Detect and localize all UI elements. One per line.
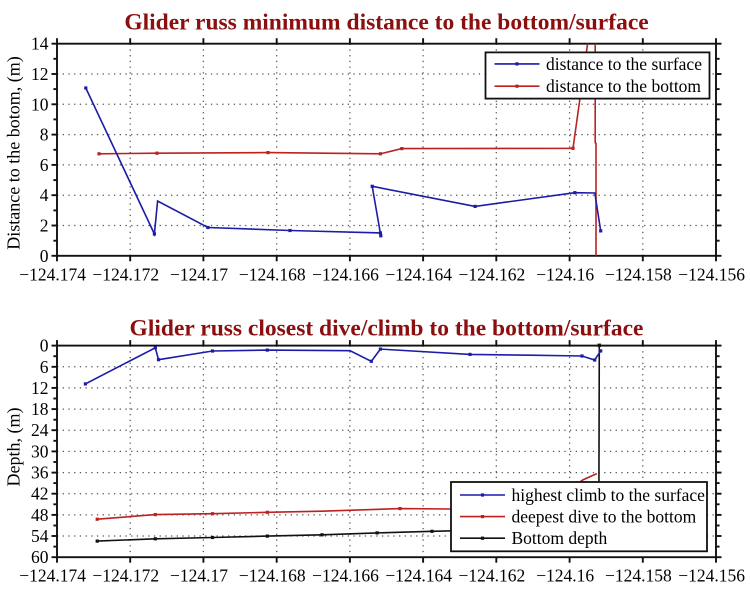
svg-text:−124.168: −124.168	[239, 566, 306, 584]
svg-text:18: 18	[31, 399, 49, 419]
svg-text:−124.156: −124.156	[678, 264, 745, 284]
svg-text:−124.164: −124.164	[385, 566, 452, 584]
svg-text:36: 36	[31, 463, 49, 483]
svg-text:deepest dive to the bottom: deepest dive to the bottom	[512, 507, 697, 527]
svg-text:−124.168: −124.168	[239, 264, 306, 284]
svg-text:−124.16: −124.16	[536, 264, 594, 284]
svg-text:Bottom depth: Bottom depth	[512, 528, 608, 548]
svg-text:−124.17: −124.17	[170, 264, 228, 284]
svg-text:30: 30	[31, 441, 49, 461]
svg-text:−124.158: −124.158	[605, 264, 672, 284]
svg-text:distance to the surface: distance to the surface	[546, 54, 702, 74]
svg-text:−124.164: −124.164	[385, 264, 452, 284]
svg-text:8: 8	[40, 125, 49, 145]
svg-text:−124.17: −124.17	[170, 566, 228, 584]
svg-text:60: 60	[31, 547, 49, 567]
svg-text:2: 2	[40, 216, 49, 236]
svg-text:42: 42	[31, 484, 49, 504]
svg-text:12: 12	[31, 64, 49, 84]
svg-text:24: 24	[31, 420, 49, 440]
svg-text:4: 4	[40, 185, 49, 205]
svg-text:−124.156: −124.156	[678, 566, 745, 584]
svg-text:54: 54	[31, 526, 49, 546]
svg-text:14: 14	[31, 34, 49, 54]
svg-text:−124.172: −124.172	[92, 264, 159, 284]
svg-text:12: 12	[31, 378, 49, 398]
svg-text:distance to the bottom: distance to the bottom	[546, 76, 701, 96]
svg-text:48: 48	[31, 505, 49, 525]
svg-text:−124.158: −124.158	[605, 566, 672, 584]
svg-text:−124.166: −124.166	[312, 264, 379, 284]
svg-text:0: 0	[40, 336, 49, 356]
svg-text:Glider russ minimum distance t: Glider russ minimum distance to the bott…	[124, 10, 648, 36]
svg-text:−124.162: −124.162	[459, 264, 526, 284]
svg-text:highest climb to the surface: highest climb to the surface	[512, 485, 706, 505]
svg-text:6: 6	[40, 357, 49, 377]
svg-text:0: 0	[40, 246, 49, 266]
svg-text:−124.174: −124.174	[19, 264, 86, 284]
svg-text:−124.16: −124.16	[536, 566, 594, 584]
svg-text:−124.172: −124.172	[92, 566, 159, 584]
svg-text:−124.162: −124.162	[459, 566, 526, 584]
svg-text:Depth, (m): Depth, (m)	[4, 408, 25, 487]
svg-text:Glider russ closest dive/climb: Glider russ closest dive/climb to the bo…	[130, 316, 644, 342]
svg-text:10: 10	[31, 94, 49, 114]
svg-text:−124.174: −124.174	[19, 566, 86, 584]
svg-text:6: 6	[40, 155, 49, 175]
svg-text:Distance to the botom, (m): Distance to the botom, (m)	[4, 56, 25, 249]
svg-text:−124.166: −124.166	[312, 566, 379, 584]
